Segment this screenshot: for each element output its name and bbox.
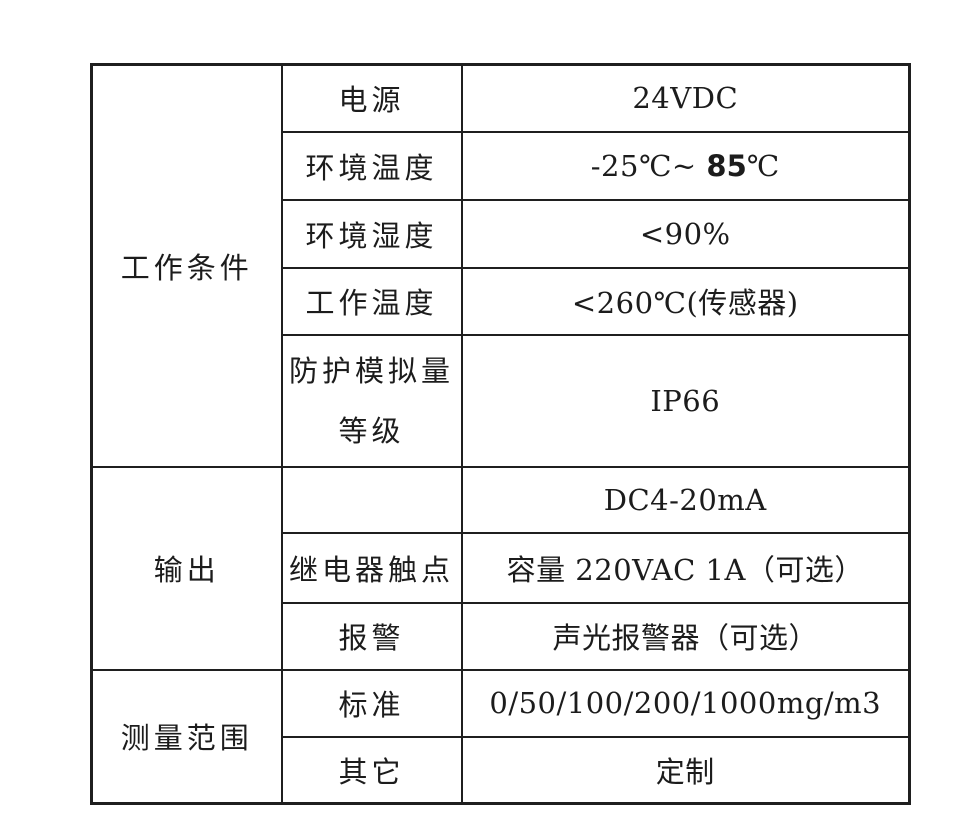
- table-row: 继电器触点 容量 220VAC 1A（可选）: [92, 531, 911, 604]
- param-label-ambient-temperature: 环境温度: [280, 130, 463, 201]
- table-row: 工作温度 <260℃(传感器): [92, 266, 911, 336]
- param-value-relay-contact: 容量 220VAC 1A（可选）: [460, 531, 911, 604]
- table-row: 环境温度 -25℃~ 85℃: [92, 130, 911, 201]
- table-row: 测量范围 标准 0/50/100/200/1000mg/m3: [90, 668, 911, 805]
- spec-table-container: 工作条件 电源 24VDC 环境温度 -25℃~ 85℃ 环境湿度 <90% 工…: [90, 63, 911, 805]
- param-label-power: 电源: [280, 63, 463, 133]
- spec-table: 工作条件 电源 24VDC 环境温度 -25℃~ 85℃ 环境湿度 <90% 工…: [90, 63, 911, 805]
- section-header-working-conditions: 工作条件: [90, 63, 283, 468]
- param-label-analog-output: [280, 465, 463, 534]
- param-label-ambient-humidity: 环境湿度: [280, 198, 463, 269]
- table-row: 工作条件 电源 24VDC: [90, 63, 911, 468]
- param-value-other-range: 定制: [460, 735, 911, 805]
- param-label-protection-rating: 防护模拟量 等级: [280, 333, 463, 468]
- temp-range-suffix: ℃: [746, 148, 780, 183]
- section-header-output: 输出: [90, 465, 283, 671]
- temp-range-prefix: -25℃~: [590, 148, 707, 183]
- param-value-working-temperature: <260℃(传感器): [460, 266, 911, 336]
- table-row: 其它 定制: [92, 735, 911, 805]
- protection-rating-line2: 等级: [338, 413, 405, 448]
- param-value-analog-output: DC4-20mA: [460, 465, 911, 534]
- table-row: 报警 声光报警器（可选）: [92, 601, 911, 671]
- param-value-alarm: 声光报警器（可选）: [460, 601, 911, 671]
- param-value-ambient-humidity: <90%: [460, 198, 911, 269]
- param-value-standard-range: 0/50/100/200/1000mg/m3: [460, 668, 911, 738]
- temp-range-max: 85: [706, 148, 747, 183]
- section-header-measuring-range: 测量范围: [90, 668, 283, 805]
- table-row: 输出 DC4-20mA: [90, 465, 911, 671]
- param-label-alarm: 报警: [280, 601, 463, 671]
- param-value-protection-rating: IP66: [460, 333, 911, 468]
- param-value-power: 24VDC: [460, 63, 911, 133]
- param-value-ambient-temperature: -25℃~ 85℃: [460, 130, 911, 201]
- param-label-standard-range: 标准: [280, 668, 463, 738]
- param-label-working-temperature: 工作温度: [280, 266, 463, 336]
- table-row: 防护模拟量 等级 IP66: [92, 333, 911, 468]
- table-row: 环境湿度 <90%: [92, 198, 911, 269]
- param-label-other-range: 其它: [280, 735, 463, 805]
- protection-rating-line1: 防护模拟量: [288, 353, 454, 388]
- param-label-relay-contact: 继电器触点: [280, 531, 463, 604]
